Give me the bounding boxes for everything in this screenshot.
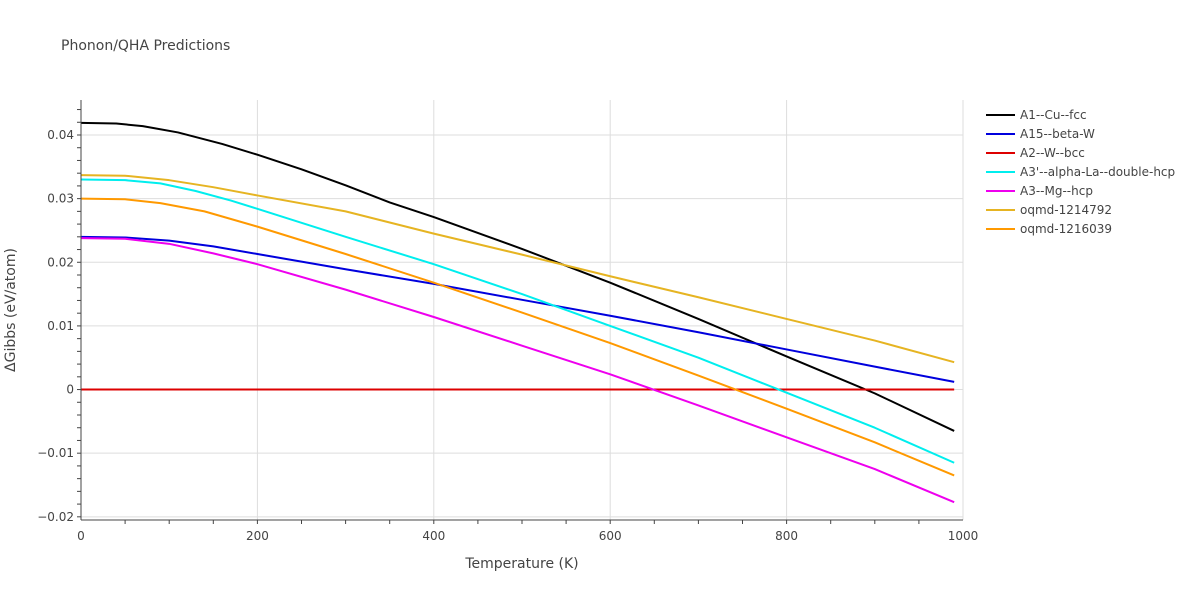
series-line-a1-cu-fcc <box>80 121 955 432</box>
legend-label: oqmd-1214792 <box>1020 203 1112 217</box>
y-tick-label: 0 <box>66 383 74 397</box>
grid-lines <box>81 100 964 520</box>
legend-label: A3'--alpha-La--double-hcp <box>1020 165 1175 179</box>
legend-label: A1--Cu--fcc <box>1020 108 1087 122</box>
series-line-a3-mg-hcp <box>80 237 955 504</box>
y-axis-title: ΔGibbs (eV/atom) <box>3 248 19 372</box>
legend-label: A2--W--bcc <box>1020 146 1085 160</box>
axes: 0 200 400 600 800 1000 −0.02 −0.01 0 0.01 0.02 0.03… <box>37 100 978 543</box>
x-tick-label: 800 <box>775 529 798 543</box>
series-lines <box>80 121 955 504</box>
legend-label: A3--Mg--hcp <box>1020 184 1093 198</box>
x-tick-label: 400 <box>422 529 445 543</box>
y-tick-label: 0.01 <box>47 319 74 333</box>
y-tick-label: 0.04 <box>47 128 74 142</box>
y-tick-label: −0.01 <box>37 446 74 460</box>
series-line-oqmd-1216039 <box>80 197 955 477</box>
series-line-oqmd-1214792 <box>80 174 955 364</box>
x-tick-label: 0 <box>77 529 85 543</box>
y-tick-label: 0.02 <box>47 255 74 269</box>
legend: A1--Cu--fcc A15--beta-W A2--W--bcc A3'--alp… <box>986 108 1175 236</box>
series-line-a3-alpha-la-double-hcp <box>80 178 955 464</box>
x-axis-title: Temperature (K) <box>464 556 578 572</box>
series-line-a15-beta-w <box>80 235 955 383</box>
x-tick-label: 200 <box>246 529 269 543</box>
legend-label: A15--beta-W <box>1020 127 1095 141</box>
y-tick-label: −0.02 <box>37 510 74 524</box>
y-tick-label: 0.03 <box>47 192 74 206</box>
x-tick-label: 600 <box>599 529 622 543</box>
x-tick-label: 1000 <box>948 529 979 543</box>
legend-label: oqmd-1216039 <box>1020 222 1112 236</box>
chart-title: Phonon/QHA Predictions <box>61 38 230 54</box>
